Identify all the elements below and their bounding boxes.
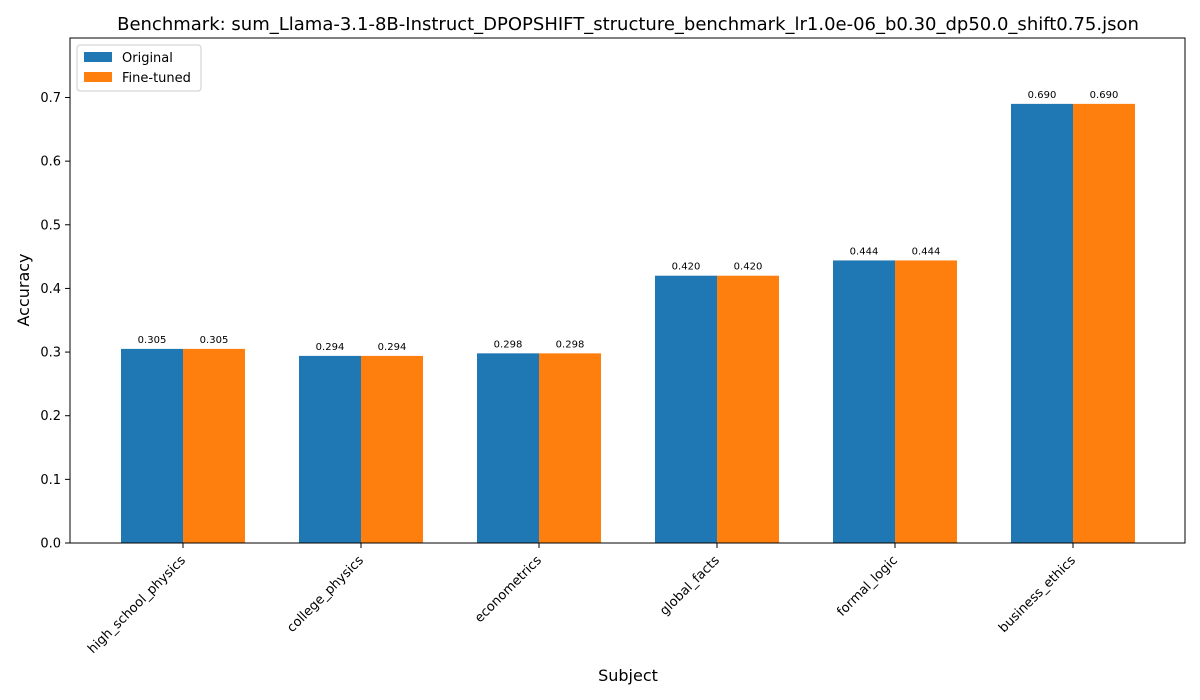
bar-value-label: 0.294 — [316, 342, 345, 353]
bar-fine-tuned-econometrics — [539, 353, 601, 543]
legend-label-fine-tuned: Fine-tuned — [122, 71, 191, 86]
bar-original-formal_logic — [833, 260, 895, 543]
bar-fine-tuned-college_physics — [361, 355, 423, 543]
bars-group — [121, 103, 1135, 543]
bar-value-label: 0.420 — [734, 262, 763, 273]
bar-original-high_school_physics — [121, 348, 183, 543]
bar-original-business_ethics — [1011, 103, 1073, 543]
bar-fine-tuned-high_school_physics — [183, 348, 245, 543]
y-tick-label: 0.7 — [40, 91, 61, 106]
bar-value-label: 0.305 — [200, 335, 229, 346]
y-tick-label: 0.4 — [40, 282, 61, 297]
x-tick-label: global_facts — [657, 553, 723, 619]
bar-value-label: 0.298 — [494, 339, 523, 350]
plot-frame — [69, 37, 1186, 544]
x-tick-label: formal_logic — [834, 553, 900, 619]
y-tick-label: 0.3 — [40, 346, 61, 361]
y-tick-label: 0.0 — [40, 537, 61, 552]
bar-value-label: 0.690 — [1090, 90, 1119, 101]
bar-original-college_physics — [299, 355, 361, 543]
bar-value-label: 0.294 — [378, 342, 407, 353]
x-tick-label: college_physics — [284, 553, 367, 636]
bar-value-label: 0.444 — [850, 246, 879, 257]
y-axis: 0.0 0.1 0.2 0.3 0.4 0.5 0.6 0.7 — [40, 91, 70, 552]
bar-original-econometrics — [477, 353, 539, 543]
bar-fine-tuned-business_ethics — [1073, 103, 1135, 543]
x-tick-label: business_ethics — [996, 553, 1079, 636]
x-axis-label: Subject — [598, 666, 658, 685]
bar-value-label: 0.420 — [672, 262, 701, 273]
bar-fine-tuned-global_facts — [717, 275, 779, 543]
bar-value-label: 0.690 — [1028, 90, 1057, 101]
legend-label-original: Original — [122, 51, 173, 66]
legend-swatch-original — [84, 52, 112, 62]
bar-value-label: 0.444 — [912, 246, 941, 257]
x-tick-label: econometrics — [472, 553, 545, 626]
x-axis: high_school_physics college_physics econom… — [85, 543, 1079, 657]
legend-swatch-fine-tuned — [84, 72, 112, 82]
y-axis-label: Accuracy — [14, 253, 33, 326]
y-tick-label: 0.6 — [40, 155, 61, 170]
x-tick-label: high_school_physics — [85, 553, 189, 657]
chart-title: Benchmark: sum_Llama-3.1-8B-Instruct_DPO… — [117, 14, 1139, 35]
y-tick-label: 0.1 — [40, 473, 61, 488]
bar-value-label: 0.298 — [556, 339, 585, 350]
y-tick-label: 0.5 — [40, 218, 61, 233]
bar-value-label: 0.305 — [138, 335, 167, 346]
bar-original-global_facts — [655, 275, 717, 543]
legend: Original Fine-tuned — [76, 44, 202, 92]
bar-fine-tuned-formal_logic — [895, 260, 957, 543]
bar-labels-group: 0.305 0.305 0.294 0.294 0.298 0.298 0.420 0.420… — [138, 90, 1119, 353]
y-tick-label: 0.2 — [40, 409, 61, 424]
